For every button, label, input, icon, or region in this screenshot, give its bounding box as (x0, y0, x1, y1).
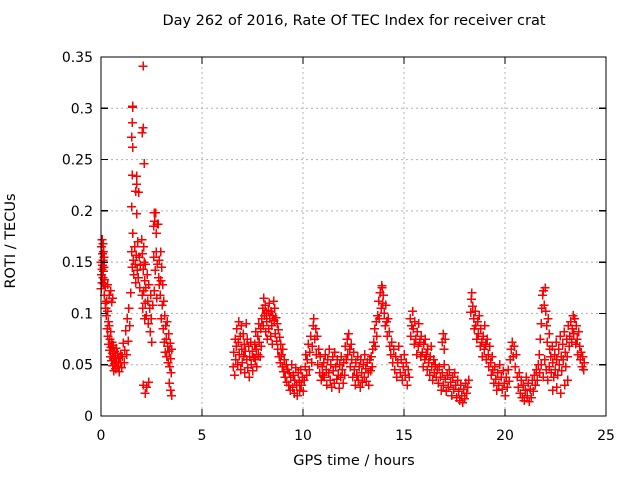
x-tick-label: 25 (597, 428, 615, 444)
tick-labels: 0 5 10 15 20 25 0 0.05 0.1 0.15 0.2 0.25 0.3 0.35 (62, 50, 615, 444)
x-tick-label: 15 (395, 428, 413, 444)
y-tick-label: 0.15 (62, 255, 93, 271)
x-tick-label: 10 (294, 428, 312, 444)
y-tick-label: 0.35 (62, 50, 93, 66)
axes (100, 56, 607, 417)
y-tick-label: 0.3 (71, 101, 93, 117)
x-tick-label: 20 (496, 428, 514, 444)
y-tick-label: 0.25 (62, 153, 93, 169)
data-points (96, 61, 589, 408)
y-tick-label: 0.05 (62, 358, 93, 374)
y-tick-label: 0.2 (71, 204, 93, 220)
x-tick-label: 5 (198, 428, 207, 444)
x-axis-label: GPS time / hours (293, 453, 415, 469)
grid (101, 57, 606, 416)
y-tick-label: 0.1 (71, 306, 93, 322)
chart-title: Day 262 of 2016, Rate Of TEC Index for r… (162, 13, 546, 29)
plot-border (100, 56, 607, 417)
y-tick-label: 0 (84, 409, 93, 425)
x-tick-label: 0 (97, 428, 106, 444)
